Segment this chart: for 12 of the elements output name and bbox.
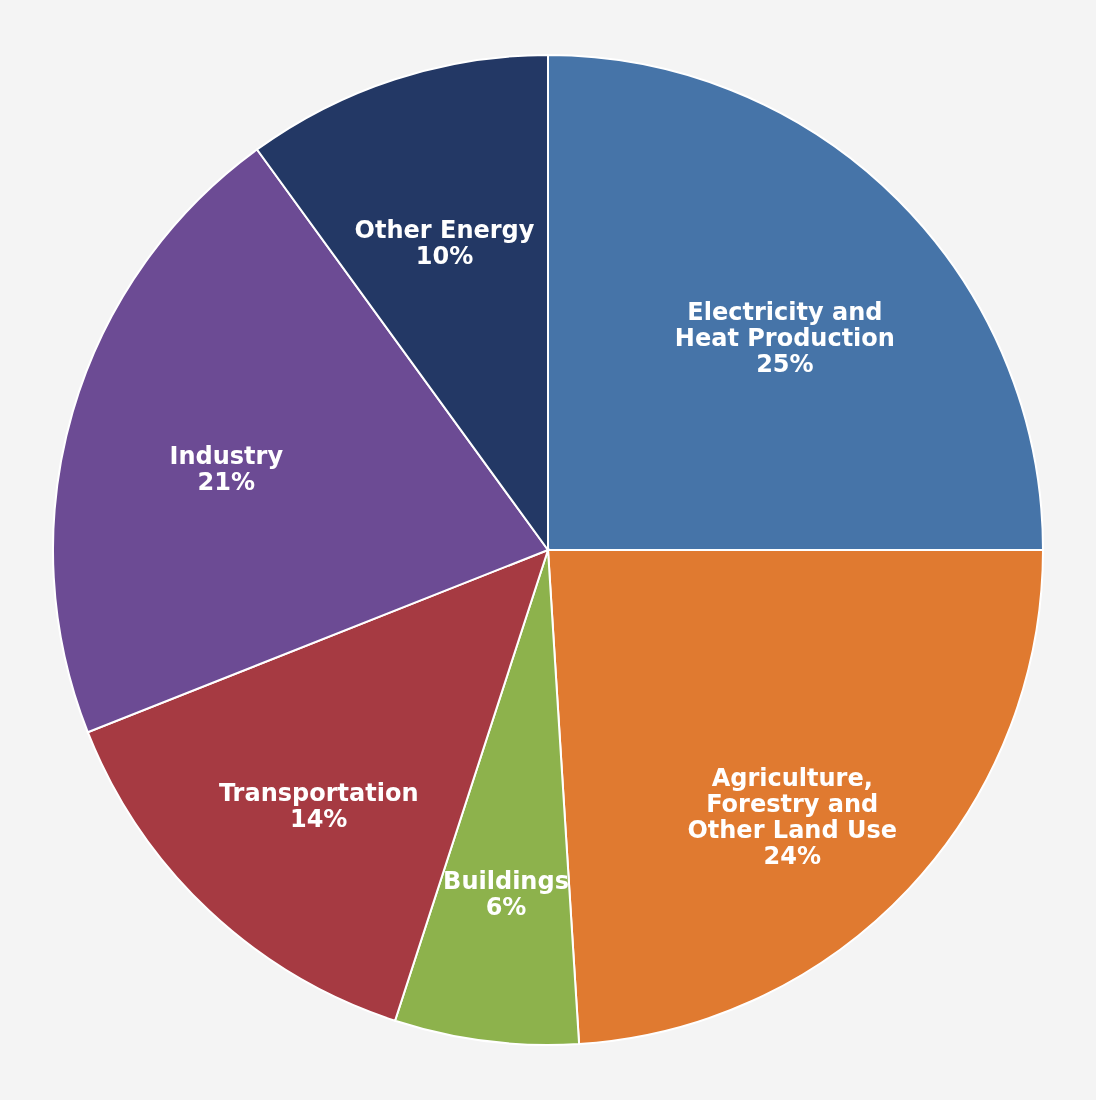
- data-label: 10%: [415, 242, 474, 271]
- slice-label: Industry: [169, 441, 284, 470]
- data-label: 25%: [756, 350, 814, 379]
- data-label: 14%: [289, 805, 348, 834]
- data-label: 6%: [485, 893, 527, 922]
- slice-label: Agriculture, Forestry and Other Land Use: [687, 764, 897, 845]
- data-label: 21%: [197, 467, 256, 496]
- data-label: 24%: [763, 842, 821, 871]
- slice-label: Buildings: [443, 867, 569, 896]
- slice-label: Transportation: [218, 779, 419, 808]
- slice-label: Other Energy: [354, 216, 535, 245]
- slice-label: Electricity and Heat Production: [674, 298, 895, 353]
